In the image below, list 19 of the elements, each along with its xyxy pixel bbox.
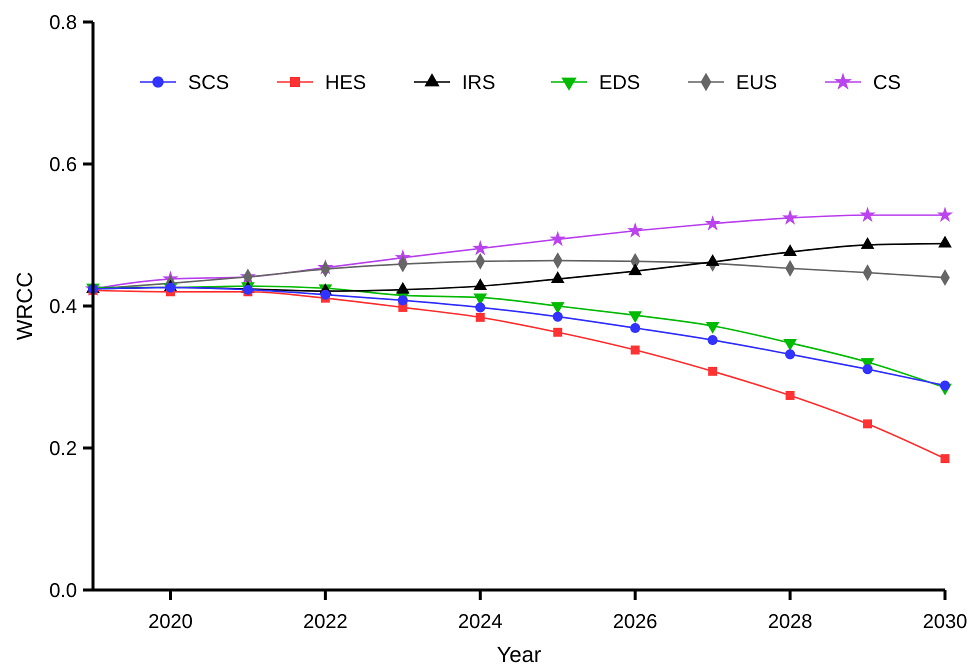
x-tick-label: 2024 [458,611,503,633]
y-axis-title: WRCC [12,272,37,340]
x-axis-title: Year [496,642,542,664]
x-tick-label: 2020 [148,611,193,633]
y-tick-label: 0.8 [49,12,77,34]
x-tick-label: 2026 [612,611,658,633]
y-tick-label: 0.4 [49,296,77,318]
legend-label: IRS [462,72,496,94]
legend-label: HES [325,72,366,94]
legend-label: SCS [188,72,230,94]
x-tick-label: 2028 [768,611,812,633]
x-tick-label: 2022 [303,611,348,633]
x-tick-label: 2030 [922,611,968,633]
y-tick-label: 0.0 [49,580,77,602]
legend-label: EUS [736,72,778,94]
y-tick-label: 0.6 [49,154,77,176]
legend-label: CS [873,72,901,94]
y-tick-label: 0.2 [49,438,77,460]
legend-label: EDS [599,72,640,94]
